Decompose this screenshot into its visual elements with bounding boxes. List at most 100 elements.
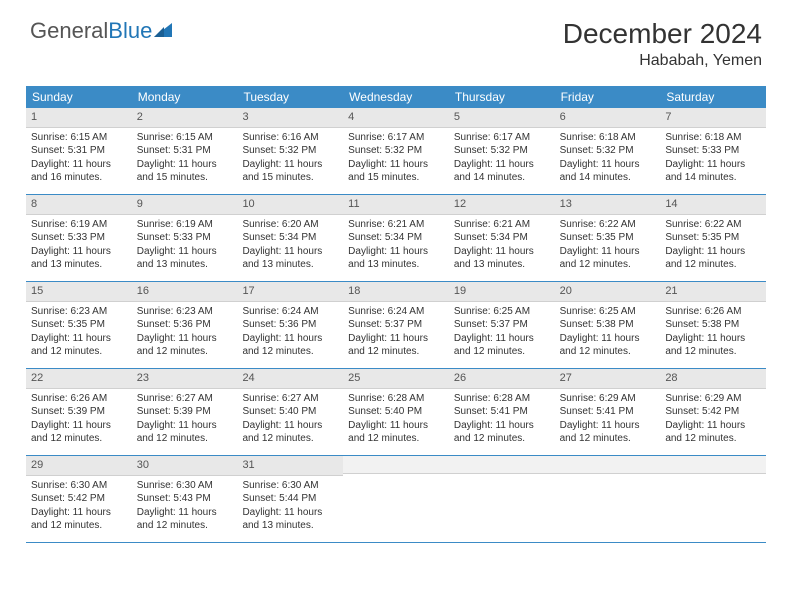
calendar-day: 23Sunrise: 6:27 AMSunset: 5:39 PMDayligh… [132, 369, 238, 455]
day-number: 29 [26, 456, 132, 476]
day-number: 25 [343, 369, 449, 389]
calendar-day: 7Sunrise: 6:18 AMSunset: 5:33 PMDaylight… [660, 108, 766, 194]
calendar-day: 12Sunrise: 6:21 AMSunset: 5:34 PMDayligh… [449, 195, 555, 281]
day-number: 13 [555, 195, 661, 215]
sunrise-line: Sunrise: 6:26 AM [665, 305, 761, 319]
calendar-week: 15Sunrise: 6:23 AMSunset: 5:35 PMDayligh… [26, 282, 766, 369]
sunset-line: Sunset: 5:33 PM [665, 144, 761, 158]
sunset-line: Sunset: 5:38 PM [665, 318, 761, 332]
sunrise-line: Sunrise: 6:21 AM [454, 218, 550, 232]
day-content: Sunrise: 6:17 AMSunset: 5:32 PMDaylight:… [343, 128, 449, 191]
dayname-tuesday: Tuesday [237, 86, 343, 108]
sunset-line: Sunset: 5:33 PM [31, 231, 127, 245]
calendar-day: 26Sunrise: 6:28 AMSunset: 5:41 PMDayligh… [449, 369, 555, 455]
day-number [555, 456, 661, 474]
sunrise-line: Sunrise: 6:23 AM [31, 305, 127, 319]
calendar-day: 18Sunrise: 6:24 AMSunset: 5:37 PMDayligh… [343, 282, 449, 368]
calendar-week: 1Sunrise: 6:15 AMSunset: 5:31 PMDaylight… [26, 108, 766, 195]
day-number: 17 [237, 282, 343, 302]
day-number: 20 [555, 282, 661, 302]
location-label: Hababah, Yemen [563, 52, 762, 70]
calendar-day: 24Sunrise: 6:27 AMSunset: 5:40 PMDayligh… [237, 369, 343, 455]
sunset-line: Sunset: 5:31 PM [31, 144, 127, 158]
day-number: 11 [343, 195, 449, 215]
day-content: Sunrise: 6:22 AMSunset: 5:35 PMDaylight:… [660, 215, 766, 278]
sunrise-line: Sunrise: 6:20 AM [242, 218, 338, 232]
day-content: Sunrise: 6:17 AMSunset: 5:32 PMDaylight:… [449, 128, 555, 191]
day-content: Sunrise: 6:25 AMSunset: 5:37 PMDaylight:… [449, 302, 555, 365]
sunset-line: Sunset: 5:31 PM [137, 144, 233, 158]
day-content: Sunrise: 6:29 AMSunset: 5:41 PMDaylight:… [555, 389, 661, 452]
logo-sail-icon [154, 21, 174, 42]
calendar-day: 2 Sunrise: 6:15 AMSunset: 5:31 PMDaylight… [132, 108, 238, 194]
day-content: Sunrise: 6:26 AMSunset: 5:39 PMDaylight:… [26, 389, 132, 452]
day-number: 21 [660, 282, 766, 302]
dayname-wednesday: Wednesday [343, 86, 449, 108]
calendar-day: 8Sunrise: 6:19 AMSunset: 5:33 PMDaylight… [26, 195, 132, 281]
sunset-line: Sunset: 5:35 PM [665, 231, 761, 245]
calendar-day-empty [449, 456, 555, 542]
day-content: Sunrise: 6:18 AMSunset: 5:32 PMDaylight:… [555, 128, 661, 191]
day-number: 28 [660, 369, 766, 389]
calendar-day: 4Sunrise: 6:17 AMSunset: 5:32 PMDaylight… [343, 108, 449, 194]
dayname-friday: Friday [555, 86, 661, 108]
daylight-line: Daylight: 11 hours and 14 minutes. [560, 158, 656, 185]
daylight-line: Daylight: 11 hours and 15 minutes. [137, 158, 233, 185]
day-number [660, 456, 766, 474]
day-number: 1 [26, 108, 132, 128]
calendar-day: 20Sunrise: 6:25 AMSunset: 5:38 PMDayligh… [555, 282, 661, 368]
calendar-body: 1Sunrise: 6:15 AMSunset: 5:31 PMDaylight… [26, 108, 766, 543]
sunset-line: Sunset: 5:37 PM [454, 318, 550, 332]
day-number: 22 [26, 369, 132, 389]
day-number: 2 [132, 108, 238, 128]
day-content: Sunrise: 6:22 AMSunset: 5:35 PMDaylight:… [555, 215, 661, 278]
calendar-day: 1Sunrise: 6:15 AMSunset: 5:31 PMDaylight… [26, 108, 132, 194]
sunrise-line: Sunrise: 6:15 AM [31, 131, 127, 145]
daylight-line: Daylight: 11 hours and 13 minutes. [348, 245, 444, 272]
page-title: December 2024 [563, 18, 762, 50]
daylight-line: Daylight: 11 hours and 12 minutes. [137, 419, 233, 446]
daylight-line: Daylight: 11 hours and 12 minutes. [31, 419, 127, 446]
day-number: 8 [26, 195, 132, 215]
sunset-line: Sunset: 5:33 PM [137, 231, 233, 245]
sunset-line: Sunset: 5:37 PM [348, 318, 444, 332]
sunrise-line: Sunrise: 6:30 AM [137, 479, 233, 493]
day-number: 10 [237, 195, 343, 215]
day-content: Sunrise: 6:28 AMSunset: 5:40 PMDaylight:… [343, 389, 449, 452]
day-content: Sunrise: 6:23 AMSunset: 5:36 PMDaylight:… [132, 302, 238, 365]
daylight-line: Daylight: 11 hours and 12 minutes. [242, 419, 338, 446]
sunset-line: Sunset: 5:34 PM [348, 231, 444, 245]
day-content: Sunrise: 6:27 AMSunset: 5:39 PMDaylight:… [132, 389, 238, 452]
daylight-line: Daylight: 11 hours and 13 minutes. [242, 506, 338, 533]
calendar-day: 29Sunrise: 6:30 AMSunset: 5:42 PMDayligh… [26, 456, 132, 542]
daylight-line: Daylight: 11 hours and 12 minutes. [560, 332, 656, 359]
sunset-line: Sunset: 5:36 PM [137, 318, 233, 332]
day-number: 27 [555, 369, 661, 389]
sunrise-line: Sunrise: 6:30 AM [242, 479, 338, 493]
calendar-day: 14Sunrise: 6:22 AMSunset: 5:35 PMDayligh… [660, 195, 766, 281]
sunset-line: Sunset: 5:42 PM [665, 405, 761, 419]
header: GeneralBlue December 2024 Hababah, Yemen [0, 0, 792, 78]
daylight-line: Daylight: 11 hours and 13 minutes. [137, 245, 233, 272]
sunset-line: Sunset: 5:32 PM [348, 144, 444, 158]
daylight-line: Daylight: 11 hours and 12 minutes. [31, 332, 127, 359]
calendar-day: 11Sunrise: 6:21 AMSunset: 5:34 PMDayligh… [343, 195, 449, 281]
daylight-line: Daylight: 11 hours and 12 minutes. [242, 332, 338, 359]
sunrise-line: Sunrise: 6:28 AM [348, 392, 444, 406]
sunrise-line: Sunrise: 6:27 AM [242, 392, 338, 406]
calendar-day: 16Sunrise: 6:23 AMSunset: 5:36 PMDayligh… [132, 282, 238, 368]
sunset-line: Sunset: 5:40 PM [242, 405, 338, 419]
sunset-line: Sunset: 5:34 PM [454, 231, 550, 245]
calendar-day: 13Sunrise: 6:22 AMSunset: 5:35 PMDayligh… [555, 195, 661, 281]
daylight-line: Daylight: 11 hours and 12 minutes. [560, 419, 656, 446]
calendar: SundayMondayTuesdayWednesdayThursdayFrid… [26, 86, 766, 543]
sunrise-line: Sunrise: 6:15 AM [137, 131, 233, 145]
sunrise-line: Sunrise: 6:25 AM [560, 305, 656, 319]
calendar-day: 10Sunrise: 6:20 AMSunset: 5:34 PMDayligh… [237, 195, 343, 281]
day-number: 12 [449, 195, 555, 215]
logo-text-blue: Blue [108, 18, 152, 43]
sunset-line: Sunset: 5:39 PM [137, 405, 233, 419]
day-content: Sunrise: 6:16 AMSunset: 5:32 PMDaylight:… [237, 128, 343, 191]
sunrise-line: Sunrise: 6:25 AM [454, 305, 550, 319]
sunrise-line: Sunrise: 6:30 AM [31, 479, 127, 493]
